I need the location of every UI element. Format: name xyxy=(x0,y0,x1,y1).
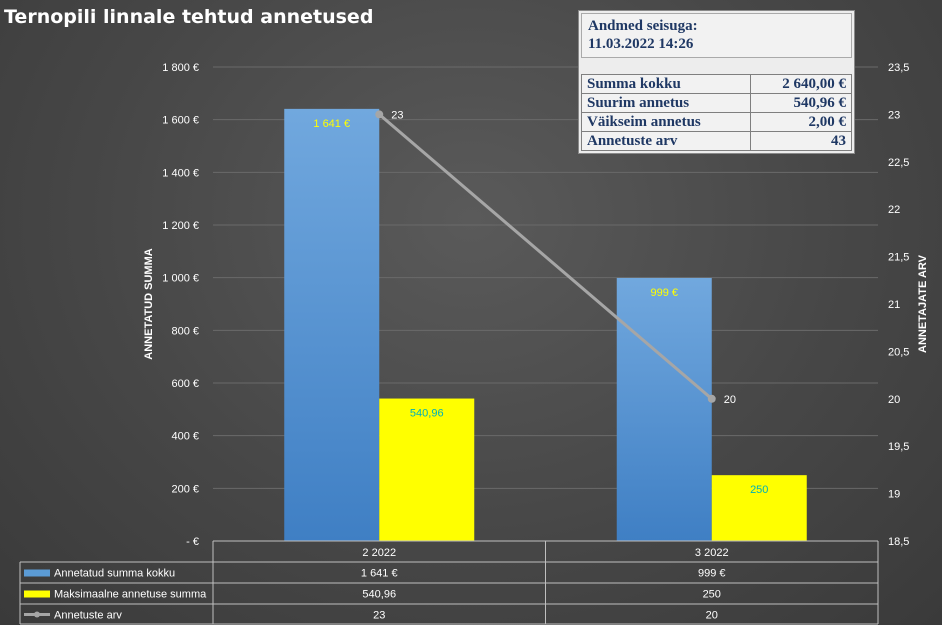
y2-axis-title: ANNETAJATE ARV xyxy=(917,254,929,353)
table-cell: 20 xyxy=(706,610,718,622)
y-tick-label: 1 400 € xyxy=(162,167,199,179)
bar-data-label: 540,96 xyxy=(410,408,444,420)
table-cell: 540,96 xyxy=(362,589,396,601)
legend-label: Annetuste arv xyxy=(54,610,122,622)
y-axis-title: ANNETATUD SUMMA xyxy=(143,248,155,359)
info-row-total: Summa kokku 2 640,00 € xyxy=(581,74,853,94)
y2-tick-label: 19 xyxy=(888,489,900,501)
y2-tick-label: 21 xyxy=(888,299,900,311)
legend-key-marker xyxy=(34,611,40,618)
info-heading-line1: Andmed seisuga: xyxy=(588,18,698,34)
bar-data-label: 250 xyxy=(750,484,768,496)
line-point xyxy=(707,394,716,403)
y-tick-label: 200 € xyxy=(171,483,199,495)
y2-tick-label: 21,5 xyxy=(888,252,909,264)
y2-tick-label: 22 xyxy=(888,204,900,216)
bar-total xyxy=(284,108,380,542)
y2-tick-label: 22,5 xyxy=(888,157,909,169)
bar-max xyxy=(379,398,475,541)
y-tick-label: 800 € xyxy=(171,325,199,337)
legend-key xyxy=(24,569,50,577)
line-series xyxy=(375,110,716,403)
table-cell: 1 641 € xyxy=(361,568,398,580)
chart-title: Ternopili linnale tehtud annetused xyxy=(4,6,374,28)
legend-label: Maksimaalne annetuse summa xyxy=(54,589,207,601)
legend-label: Annetatud summa kokku xyxy=(54,568,175,580)
info-row-min: Väikseim annetus 2,00 € xyxy=(581,112,853,132)
y2-tick-label: 23 xyxy=(888,109,900,121)
y-tick-label: 600 € xyxy=(171,378,199,390)
info-label: Suurim annetus xyxy=(581,93,751,113)
line-data-label: 23 xyxy=(391,109,403,121)
y2-tick-label: 20 xyxy=(888,394,900,406)
y-tick-label: 1 200 € xyxy=(162,220,199,232)
category-label: 3 2022 xyxy=(695,547,729,559)
info-value: 540,96 € xyxy=(749,93,853,113)
info-heading-line2: 11.03.2022 14:26 xyxy=(588,36,694,52)
y2-tick-label: 18,5 xyxy=(888,536,909,548)
info-value: 2 640,00 € xyxy=(749,74,853,94)
y-tick-label: 1 800 € xyxy=(162,62,199,74)
legend-key xyxy=(24,590,50,598)
bar-total xyxy=(616,277,712,541)
line-data-label: 20 xyxy=(724,394,736,406)
category-label: 2 2022 xyxy=(362,547,396,559)
table-cell: 250 xyxy=(703,589,721,601)
table-cell: 23 xyxy=(373,610,385,622)
info-row-max: Suurim annetus 540,96 € xyxy=(581,93,853,113)
data-labels: 1 641 € 999 € 540,96 250 23 20 xyxy=(313,109,768,496)
info-box: Andmed seisuga: 11.03.2022 14:26 Summa k… xyxy=(578,10,855,154)
line-point xyxy=(375,110,384,119)
data-table: 2 2022 3 2022 Annetatud summa kokku 1 641 €… xyxy=(19,540,879,625)
info-value: 2,00 € xyxy=(749,112,853,132)
info-table: Summa kokku 2 640,00 € Suurim annetus 54… xyxy=(581,74,853,151)
bar-data-label: 999 € xyxy=(650,287,678,299)
y-tick-label: - € xyxy=(186,536,199,548)
info-label: Summa kokku xyxy=(581,74,751,94)
y-tick-label: 400 € xyxy=(171,431,199,443)
info-label: Annetuste arv xyxy=(581,131,751,151)
y-tick-label: 1 000 € xyxy=(162,273,199,285)
bar-data-label: 1 641 € xyxy=(313,118,350,130)
bar-max xyxy=(711,475,807,541)
info-label: Väikseim annetus xyxy=(581,112,751,132)
table-cell: 999 € xyxy=(698,568,726,580)
bars xyxy=(284,108,807,542)
info-row-count: Annetuste arv 43 xyxy=(581,131,853,151)
info-value: 43 xyxy=(749,131,853,151)
info-box-heading: Andmed seisuga: 11.03.2022 14:26 xyxy=(581,13,852,58)
axes: - € 200 € 400 € 600 € 800 € 1 000 € 1 200 € 1 4… xyxy=(143,62,929,548)
line-annetuste-arv xyxy=(377,112,714,401)
y-tick-label: 1 600 € xyxy=(162,115,199,127)
y2-tick-label: 20,5 xyxy=(888,346,909,358)
y2-tick-label: 23,5 xyxy=(888,62,909,74)
y2-tick-label: 19,5 xyxy=(888,441,909,453)
